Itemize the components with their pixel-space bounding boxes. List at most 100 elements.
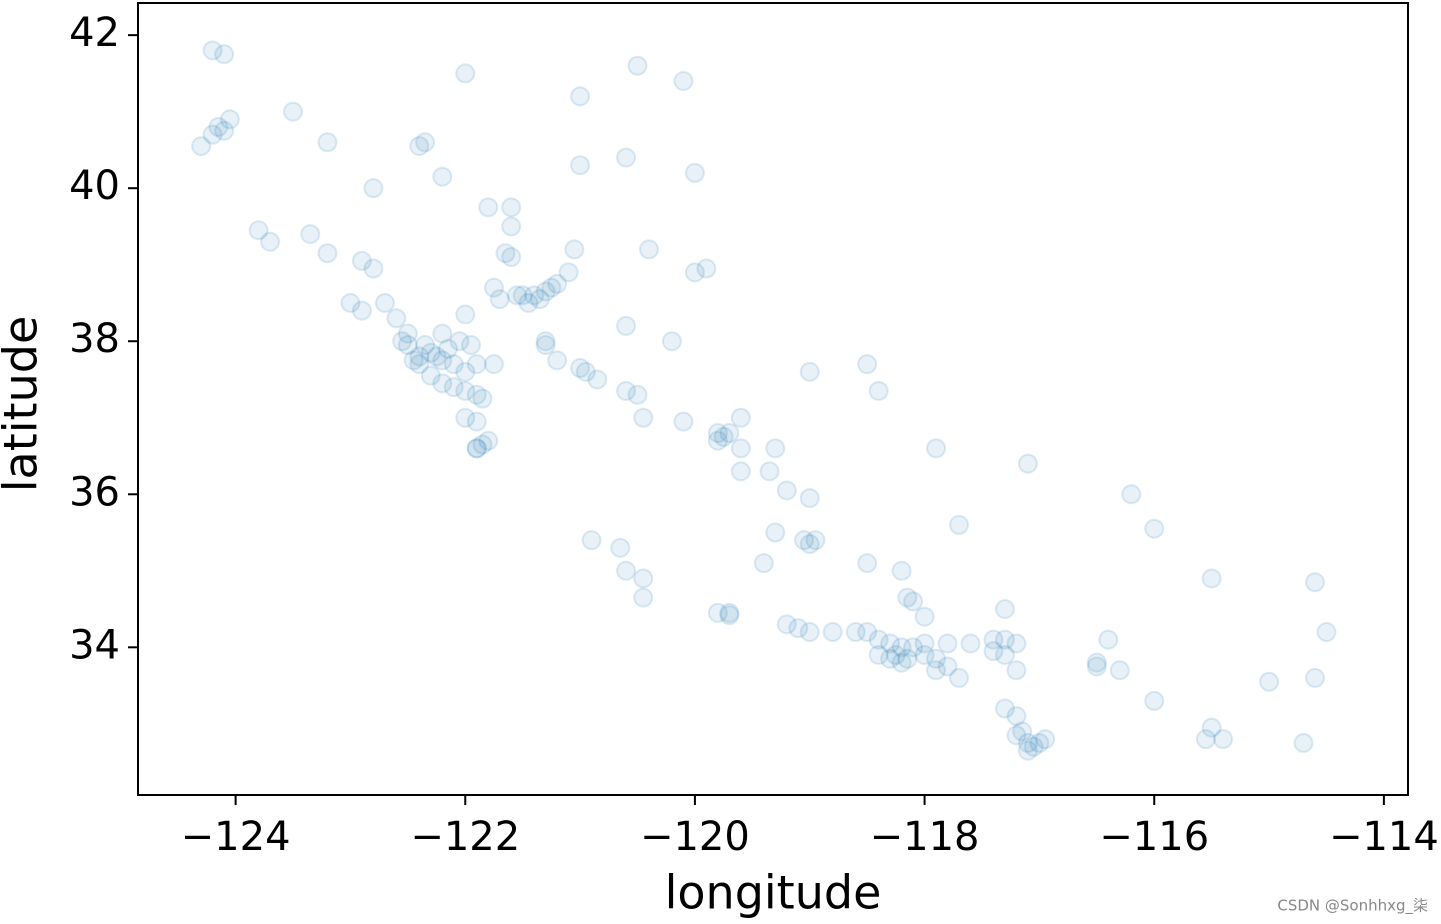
point [994,698,1015,719]
point [409,354,430,375]
point [420,365,441,386]
point [696,258,717,279]
point [495,243,516,264]
point [914,606,935,627]
point [707,430,728,451]
y-tick-label: 34 [69,622,120,668]
point [1006,706,1027,727]
point [983,641,1004,662]
point [443,377,464,398]
point [1017,740,1038,761]
point [535,331,556,352]
point [420,342,441,363]
point [776,480,797,501]
point [478,430,499,451]
point [719,602,740,623]
point [529,289,550,310]
y-tick-label: 38 [69,316,120,362]
point [880,633,901,654]
point [202,124,223,145]
y-tick-label: 40 [69,163,120,209]
point [868,380,889,401]
point [903,637,924,658]
point [214,120,235,141]
point [443,354,464,375]
point [926,648,947,669]
point [684,162,705,183]
point [351,250,372,271]
point [432,323,453,344]
point [616,315,637,336]
point [558,262,579,283]
point [926,438,947,459]
point [661,331,682,352]
point [627,55,648,76]
point [805,530,826,551]
point [1304,667,1325,688]
point [300,224,321,245]
point [449,331,470,352]
point [415,335,436,356]
point [317,132,338,153]
point [1201,568,1222,589]
point [994,629,1015,650]
point [575,361,596,382]
point [616,560,637,581]
point [1201,717,1222,738]
point [386,308,407,329]
point [1017,732,1038,753]
point [506,285,527,306]
point [949,667,970,688]
point [455,380,476,401]
point [483,354,504,375]
point [403,350,424,371]
point [707,423,728,444]
point [880,648,901,669]
point [1195,729,1216,750]
point [432,166,453,187]
point [363,178,384,199]
point [1017,453,1038,474]
point [1035,729,1056,750]
x-tick-label: −120 [640,814,750,860]
point [845,622,866,643]
point [799,488,820,509]
point [1109,660,1130,681]
point [340,292,361,313]
x-tick-label: −118 [870,814,980,860]
point [466,384,487,405]
point [248,220,269,241]
point [191,136,212,157]
point [868,629,889,650]
point [891,637,912,658]
point [547,273,568,294]
point [885,644,906,665]
point [633,407,654,428]
point [753,553,774,574]
point [1006,725,1027,746]
point [1086,652,1107,673]
point [1144,690,1165,711]
point [535,281,556,302]
point [455,407,476,428]
x-tick-label: −122 [410,814,520,860]
point [730,407,751,428]
point [535,335,556,356]
point [891,560,912,581]
point [564,239,585,260]
point [541,277,562,298]
point [472,388,493,409]
point [1098,629,1119,650]
point [1006,633,1027,654]
point [1144,518,1165,539]
point [616,147,637,168]
point [1029,732,1050,753]
y-tick-label: 36 [69,469,120,515]
point [1086,656,1107,677]
point [455,63,476,84]
point [438,338,459,359]
point [587,369,608,390]
point [713,426,734,447]
point [897,587,918,608]
point [799,361,820,382]
